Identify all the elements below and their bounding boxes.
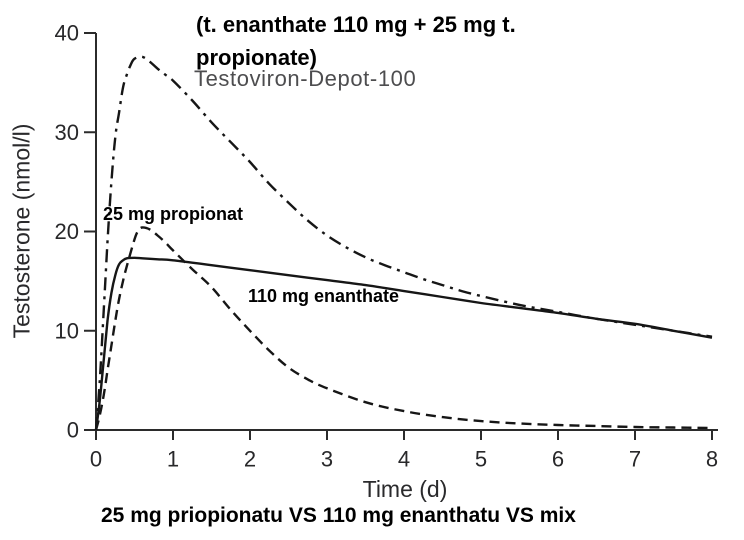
annotation-propionat-series: 25 mg propionat — [103, 204, 244, 224]
x-tick-label: 3 — [321, 447, 333, 472]
series-curve-dashed — [94, 226, 713, 431]
y-tick-label: 20 — [55, 219, 79, 244]
series-curve-solid — [94, 256, 713, 431]
y-tick-label: 0 — [67, 418, 79, 443]
series-curve-dashdot — [94, 55, 713, 431]
figure-caption: 25 mg priopionatu VS 110 mg enanthatu VS… — [101, 504, 576, 527]
x-tick-label: 0 — [90, 447, 102, 472]
x-tick-label: 7 — [629, 447, 641, 472]
x-axis-label: Time (d) — [362, 476, 448, 502]
y-tick-label: 10 — [55, 318, 79, 343]
y-tick-label: 40 — [55, 21, 79, 46]
annotation-mix-dose: (t. enanthate 110 mg + 25 mg t. propiona… — [196, 8, 516, 74]
x-tick-label: 4 — [398, 447, 410, 472]
annotation-brand-name: Testoviron-Depot-100 — [194, 66, 417, 91]
x-tick-label: 8 — [706, 447, 718, 472]
x-tick-label: 5 — [475, 447, 487, 472]
x-tick-label: 6 — [552, 447, 564, 472]
x-tick-label: 2 — [244, 447, 256, 472]
y-axis-label: Testosterone (nmol/l) — [8, 123, 35, 339]
annotation-enanthate-series: 110 mg enanthate — [248, 286, 400, 306]
x-tick-label: 1 — [167, 447, 179, 472]
annotation-mix-dose-line1: (t. enanthate 110 mg + 25 mg t. — [196, 12, 516, 37]
y-tick-label: 30 — [55, 120, 79, 145]
annotation-mix-dose-line2: propionate) — [196, 45, 317, 70]
